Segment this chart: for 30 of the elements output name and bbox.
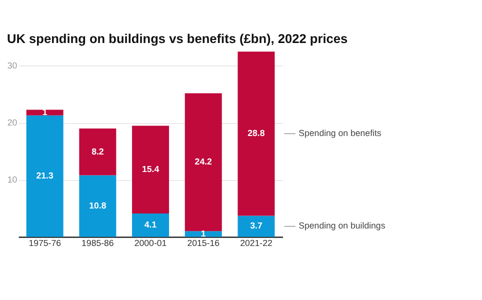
bar: [238, 52, 275, 216]
text: Spending on buildings: [298, 220, 386, 231]
bar: [79, 128, 116, 176]
y-tick-label: 10: [7, 174, 18, 185]
data-label: 21.3: [36, 170, 54, 181]
bar: [132, 214, 170, 237]
x-tick-label: 1975-76: [28, 238, 62, 248]
data-label: 24.2: [194, 156, 212, 167]
data-label: 28.8: [248, 128, 265, 138]
x-tick-label: 2021-22: [240, 238, 272, 248]
data-label: 10.8: [89, 200, 106, 210]
x-tick-label: 2000-01: [134, 238, 167, 248]
data-label: 4.1: [144, 220, 157, 230]
text: Spending on benefits: [298, 128, 382, 138]
y-tick-label: 20: [7, 118, 18, 128]
bar: [184, 231, 222, 237]
bar: [26, 115, 64, 237]
y-tick-label: 30: [7, 60, 18, 71]
bar: [184, 93, 222, 232]
x-tick-label: 2015-16: [187, 238, 220, 248]
bar: [238, 216, 275, 237]
x-tick-label: 1985-86: [82, 238, 114, 248]
bar: [132, 126, 170, 214]
data-label: 3.7: [250, 220, 262, 231]
bar: [79, 175, 116, 237]
data-label: 8.2: [92, 146, 104, 156]
bar: [26, 110, 64, 116]
data-label: 15.4: [142, 164, 160, 174]
chart-title: UK spending on buildings vs benefits (£bn), 2022 prices: [7, 31, 348, 46]
data-label: 1: [200, 228, 206, 238]
